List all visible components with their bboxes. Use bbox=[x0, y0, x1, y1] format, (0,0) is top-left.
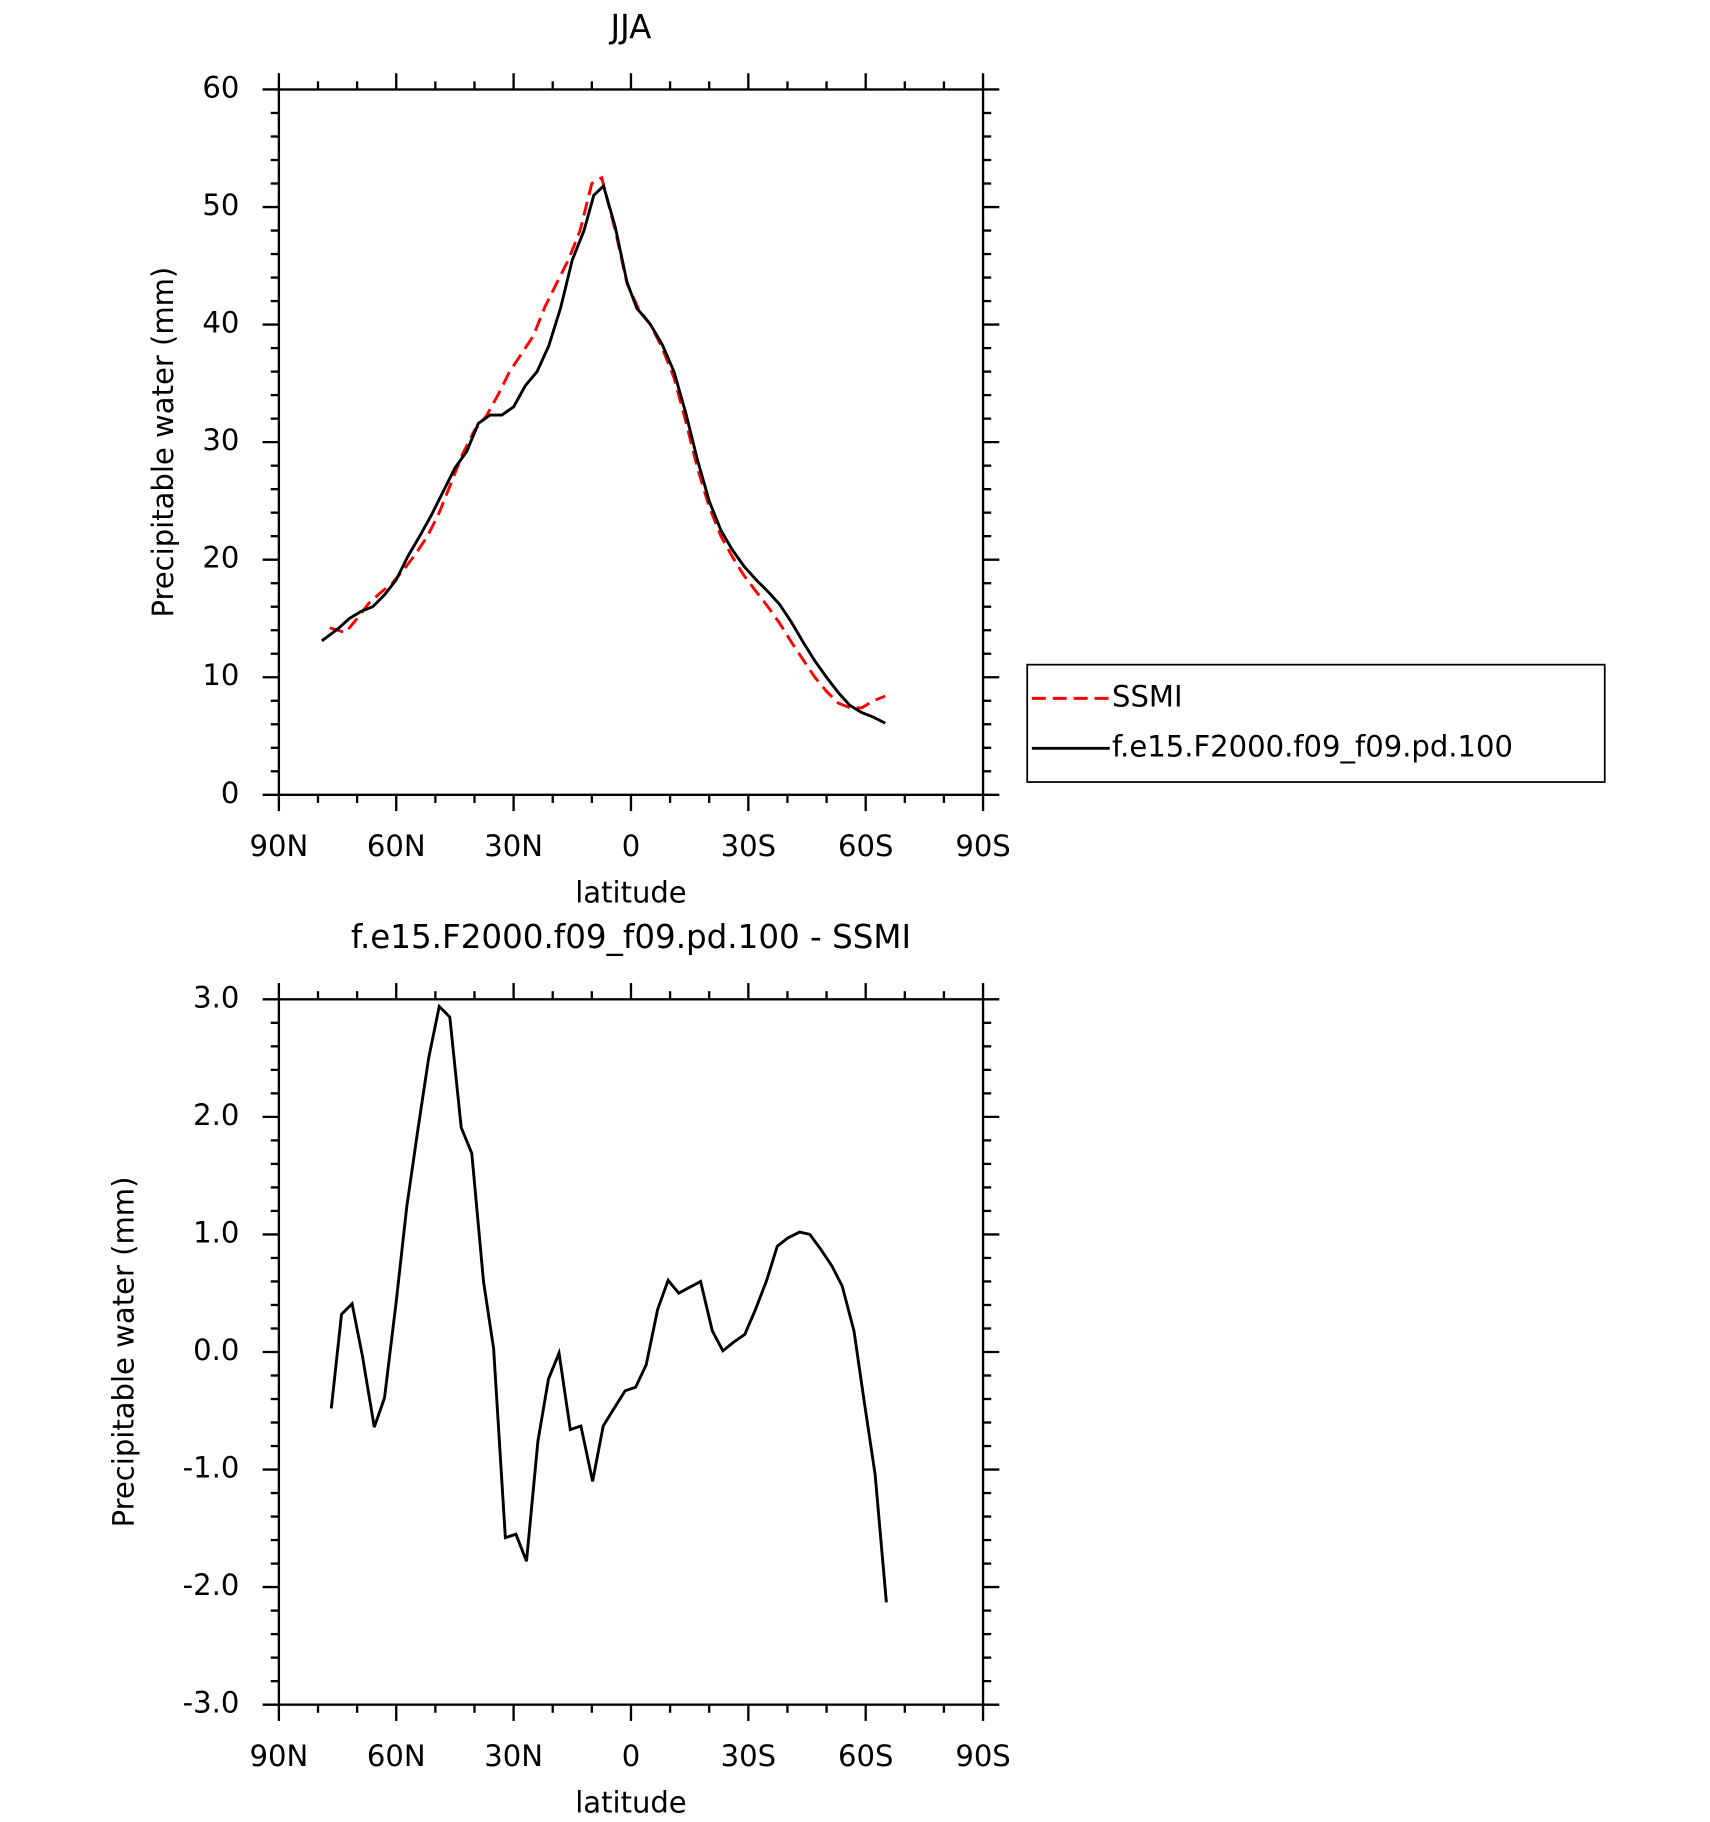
y-tick-label: 40 bbox=[202, 306, 239, 340]
x-axis-label: latitude bbox=[575, 1786, 686, 1820]
y-axis-label: Precipitable water (mm) bbox=[146, 267, 180, 618]
x-tick-label: 30S bbox=[721, 1739, 776, 1773]
x-tick-label: 0 bbox=[622, 1739, 640, 1773]
y-tick-label: -3.0 bbox=[183, 1686, 240, 1720]
plot-frame bbox=[277, 998, 985, 1706]
legend-label: SSMI bbox=[1112, 679, 1183, 713]
x-tick-label: 30S bbox=[721, 829, 776, 863]
y-tick-label: 60 bbox=[202, 70, 239, 104]
x-tick-label: 60N bbox=[367, 1739, 426, 1773]
x-tick-label: 90N bbox=[250, 1739, 309, 1773]
y-tick-label: 2.0 bbox=[193, 1098, 239, 1132]
legend-box bbox=[1026, 663, 1606, 783]
y-tick-label: 30 bbox=[202, 423, 239, 457]
x-tick-label: 60S bbox=[838, 829, 893, 863]
x-axis-label: latitude bbox=[575, 876, 686, 910]
plot-frame bbox=[277, 88, 985, 796]
data-line bbox=[321, 183, 886, 725]
chart-title: JJA bbox=[609, 8, 652, 46]
y-tick-label: 10 bbox=[202, 658, 239, 692]
y-tick-label: 20 bbox=[202, 541, 239, 575]
x-tick-label: 30N bbox=[484, 829, 543, 863]
legend-label: f.e15.F2000.f09_f09.pd.100 bbox=[1112, 729, 1513, 763]
data-line bbox=[329, 1003, 888, 1603]
x-tick-label: 90N bbox=[250, 829, 309, 863]
x-tick-label: 60N bbox=[367, 829, 426, 863]
x-tick-label: 30N bbox=[484, 1739, 543, 1773]
plot-group: JJA latitude Precipitable water (mm) 0 10 20 3… bbox=[106, 8, 1606, 1820]
y-tick-label: -2.0 bbox=[183, 1568, 240, 1602]
y-axis-label: Precipitable water (mm) bbox=[106, 1177, 140, 1528]
x-tick-label: 90S bbox=[955, 829, 1010, 863]
x-tick-label: 90S bbox=[955, 1739, 1010, 1773]
y-tick-label: 50 bbox=[202, 188, 239, 222]
y-tick-label: 0 bbox=[221, 776, 239, 810]
data-line bbox=[329, 175, 886, 710]
x-tick-label: 0 bbox=[622, 829, 640, 863]
chart-title: f.e15.F2000.f09_f09.pd.100 - SSMI bbox=[351, 918, 911, 956]
y-tick-label: 3.0 bbox=[193, 980, 239, 1014]
y-tick-label: 1.0 bbox=[193, 1215, 239, 1249]
y-tick-label: 0.0 bbox=[193, 1333, 239, 1367]
y-tick-label: -1.0 bbox=[183, 1451, 240, 1485]
x-tick-label: 60S bbox=[838, 1739, 893, 1773]
